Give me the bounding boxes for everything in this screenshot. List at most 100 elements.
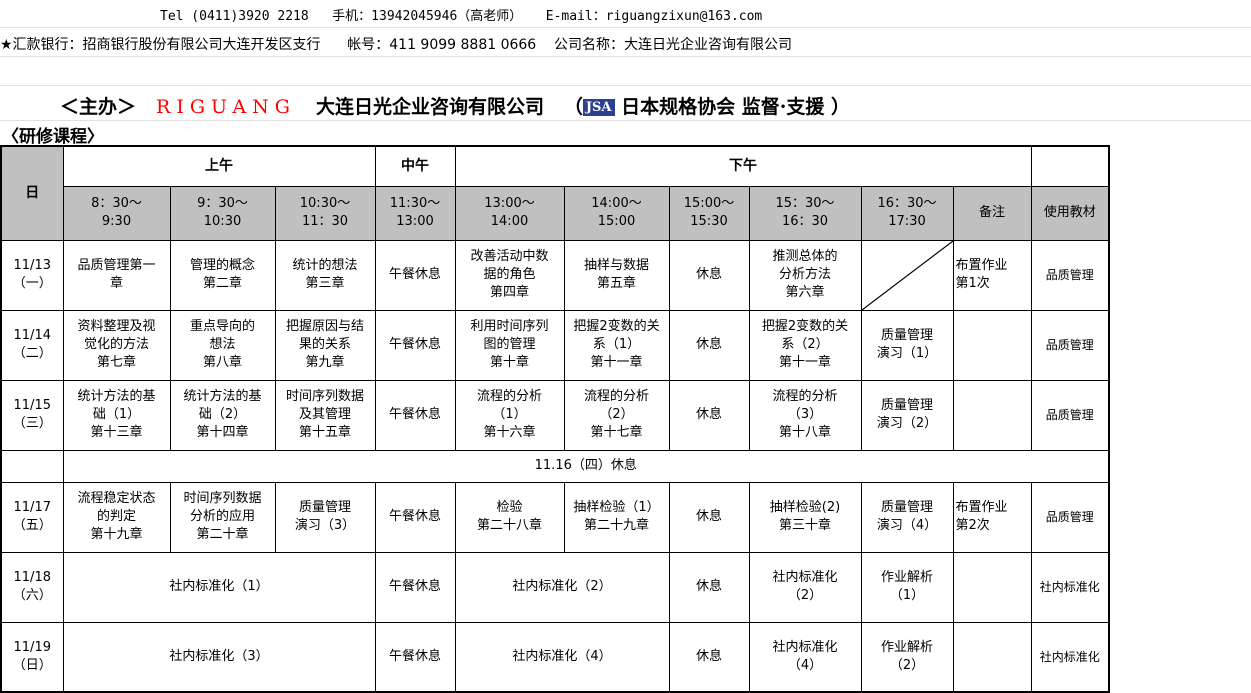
cell-text: 11/15 （三） [12, 398, 52, 431]
contact-line: Tel (0411)3920 2218 手机：13942045946（高老师） … [160, 9, 763, 24]
table-cell[interactable]: 利用时间序列 图的管理 第十章 [454, 309, 565, 381]
table-cell[interactable]: 流程的分析 （3） 第十八章 [748, 379, 862, 451]
table-cell[interactable]: 重点导向的 想法 第八章 [169, 309, 276, 381]
cell-text: 社内标准化 （2） [772, 570, 838, 603]
table-cell[interactable]: 抽样与数据 第五章 [563, 239, 670, 311]
table-cell[interactable]: 使用教材 [1030, 185, 1110, 241]
table-cell[interactable]: 流程的分析 （1） 第十六章 [454, 379, 565, 451]
table-cell[interactable]: 统计的想法 第三章 [274, 239, 376, 311]
cell-text: 备注 [978, 205, 1005, 220]
table-cell[interactable]: 上午 [62, 145, 376, 187]
cell-text: 15：30～ 16：30 [775, 196, 835, 229]
table-cell[interactable]: 14:00～ 15:00 [563, 185, 670, 241]
table-cell[interactable]: 休息 [668, 621, 750, 693]
table-cell[interactable]: 品质管理第一 章 [62, 239, 171, 311]
table-cell[interactable]: 推测总体的 分析方法 第六章 [748, 239, 862, 311]
cell-text: 休息 [695, 267, 722, 282]
table-cell[interactable]: 流程稳定状态 的判定 第十九章 [62, 481, 171, 553]
table-cell[interactable]: 休息 [668, 551, 750, 623]
table-cell[interactable]: 社内标准化（3） [62, 621, 376, 693]
table-cell[interactable]: 抽样检验(2) 第三十章 [748, 481, 862, 553]
cell-text: 重点导向的 想法 第八章 [189, 319, 255, 370]
cell-text: 8：30～ 9:30 [91, 196, 142, 229]
table-cell[interactable]: 检验 第二十八章 [454, 481, 565, 553]
cell-text: 中午 [401, 158, 429, 175]
table-cell[interactable]: 15:00～ 15:30 [668, 185, 750, 241]
table-cell[interactable]: 抽样检验（1） 第二十九章 [563, 481, 670, 553]
table-cell[interactable]: 13:00～ 14:00 [454, 185, 565, 241]
table-cell[interactable]: 时间序列数据 及其管理 第十五章 [274, 379, 376, 451]
table-cell[interactable]: 11.16（四）休息 [62, 449, 1110, 483]
table-cell[interactable]: 午餐休息 [374, 309, 456, 381]
sheet-gridline [0, 56, 1251, 57]
table-cell[interactable]: 质量管理 演习（2） [860, 379, 954, 451]
table-cell[interactable]: 把握2变数的关 系（2） 第十一章 [748, 309, 862, 381]
table-cell[interactable]: 11/14 （二） [0, 309, 64, 381]
table-cell[interactable]: 资料整理及视 觉化的方法 第七章 [62, 309, 171, 381]
table-cell[interactable]: 10:30～ 11：30 [274, 185, 376, 241]
table-cell[interactable]: 作业解析 （1） [860, 551, 954, 623]
table-cell[interactable]: 11:30～ 13:00 [374, 185, 456, 241]
table-cell[interactable]: 午餐休息 [374, 379, 456, 451]
table-cell[interactable]: 午餐休息 [374, 551, 456, 623]
table-cell[interactable]: 午餐休息 [374, 239, 456, 311]
table-cell[interactable]: 社内标准化 （2） [748, 551, 862, 623]
table-cell[interactable]: 社内标准化（1） [62, 551, 376, 623]
table-cell[interactable]: 质量管理 演习（1） [860, 309, 954, 381]
table-cell[interactable]: 社内标准化 （4） [748, 621, 862, 693]
table-cell[interactable] [952, 551, 1032, 623]
table-cell[interactable]: 11/17 （五） [0, 481, 64, 553]
table-cell[interactable] [952, 309, 1032, 381]
table-cell[interactable] [860, 239, 954, 311]
table-cell[interactable]: 布置作业 第1次 [952, 239, 1032, 311]
table-cell[interactable]: 质量管理 演习（3） [274, 481, 376, 553]
table-cell[interactable]: 休息 [668, 309, 750, 381]
cell-text: 社内标准化（2） [512, 579, 612, 594]
table-cell[interactable]: 管理的概念 第二章 [169, 239, 276, 311]
table-cell[interactable]: 统计方法的基 础（2） 第十四章 [169, 379, 276, 451]
table-cell[interactable]: 16：30～ 17:30 [860, 185, 954, 241]
table-cell[interactable]: 时间序列数据 分析的应用 第二十章 [169, 481, 276, 553]
table-cell[interactable]: 8：30～ 9:30 [62, 185, 171, 241]
table-cell[interactable]: 11/19 （日） [0, 621, 64, 693]
table-cell[interactable] [1030, 145, 1110, 187]
table-cell[interactable]: 作业解析 （2） [860, 621, 954, 693]
table-cell[interactable] [952, 621, 1032, 693]
table-cell[interactable]: 备注 [952, 185, 1032, 241]
table-cell[interactable]: 社内标准化（2） [454, 551, 670, 623]
table-cell[interactable]: 品质管理 [1030, 481, 1110, 553]
table-cell[interactable]: 15：30～ 16：30 [748, 185, 862, 241]
table-cell[interactable]: 品质管理 [1030, 239, 1110, 311]
table-cell[interactable]: 11/15 （三） [0, 379, 64, 451]
table-cell[interactable]: 11/13 （一） [0, 239, 64, 311]
table-cell[interactable]: 11/18 （六） [0, 551, 64, 623]
table-cell[interactable]: 布置作业 第2次 [952, 481, 1032, 553]
table-cell[interactable]: 休息 [668, 481, 750, 553]
table-cell[interactable]: 午餐休息 [374, 481, 456, 553]
table-cell[interactable]: 社内标准化 [1030, 551, 1110, 623]
cell-text: 16：30～ 17:30 [877, 196, 937, 229]
table-cell[interactable]: 品质管理 [1030, 379, 1110, 451]
table-cell[interactable]: 质量管理 演习（4） [860, 481, 954, 553]
table-cell[interactable]: 休息 [668, 379, 750, 451]
table-cell[interactable]: 休息 [668, 239, 750, 311]
table-cell[interactable]: 9：30～ 10:30 [169, 185, 276, 241]
cell-text: 午餐休息 [388, 337, 441, 352]
bank-line: ★汇款银行：招商银行股份有限公司大连开发区支行 帐号：411 9099 8881… [0, 37, 793, 53]
table-cell[interactable]: 把握原因与结 果的关系 第九章 [274, 309, 376, 381]
page-title: ＜主办＞ RIGUANG 大连日光企业咨询有限公司 （JSA 日本规格协会 监督·支… [60, 92, 850, 119]
table-cell[interactable]: 改善活动中数 据的角色 第四章 [454, 239, 565, 311]
table-cell[interactable]: 统计方法的基 础（1） 第十三章 [62, 379, 171, 451]
table-cell[interactable]: 流程的分析 （2） 第十七章 [563, 379, 670, 451]
table-cell[interactable]: 中午 [374, 145, 456, 187]
table-cell[interactable] [952, 379, 1032, 451]
table-cell[interactable] [0, 449, 64, 483]
table-cell[interactable]: 社内标准化 [1030, 621, 1110, 693]
table-cell[interactable]: 社内标准化（4） [454, 621, 670, 693]
table-cell[interactable]: 把握2变数的关 系（1） 第十一章 [563, 309, 670, 381]
cell-text: 布置作业 第1次 [955, 258, 1008, 291]
table-cell[interactable]: 下午 [454, 145, 1032, 187]
table-cell[interactable]: 日 [0, 145, 64, 241]
table-cell[interactable]: 品质管理 [1030, 309, 1110, 381]
table-cell[interactable]: 午餐休息 [374, 621, 456, 693]
